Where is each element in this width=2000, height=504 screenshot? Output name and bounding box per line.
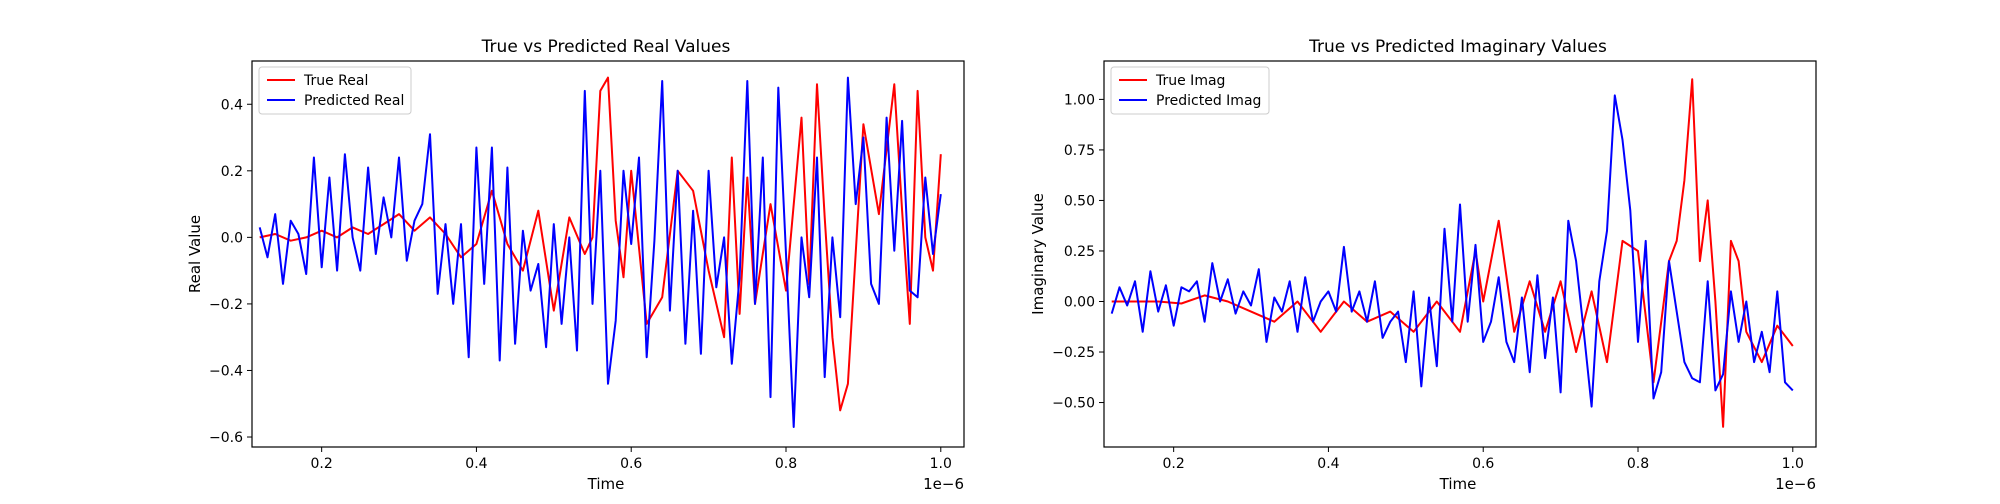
legend-box — [1110, 66, 1270, 115]
x-axis-label: Time — [1439, 475, 1477, 493]
x-axis-label: Time — [587, 475, 625, 493]
x-tick-label: 1.0 — [930, 456, 952, 472]
y-tick-label: 0.2 — [221, 164, 243, 180]
y-axis-label: Imaginary Value — [1029, 193, 1047, 315]
x-offset-label: 1e−6 — [1775, 475, 1816, 493]
y-tick-label: −0.25 — [1052, 345, 1095, 361]
x-tick-label: 0.8 — [1627, 456, 1649, 472]
y-tick-label: −0.2 — [209, 297, 243, 313]
y-tick-label: 0.50 — [1064, 193, 1095, 209]
imaginary-values-chart: True vs Predicted Imaginary Values Time … — [1029, 37, 1817, 493]
x-offset-label: 1e−6 — [923, 475, 964, 493]
x-tick-label: 0.2 — [311, 456, 333, 472]
legend-label-predicted-imag: Predicted Imag — [1156, 93, 1261, 109]
y-tick-label: 0.0 — [221, 230, 243, 246]
series-lines — [258, 76, 942, 428]
x-tick-label: 0.4 — [465, 456, 487, 472]
chart-title: True vs Predicted Imaginary Values — [1308, 37, 1607, 57]
legend-box — [258, 66, 412, 115]
legend: True Imag Predicted Imag — [1110, 66, 1270, 115]
axis-ticks: 0.2 0.4 0.6 0.8 1.0 −0.50 −0.25 0.00 0.25 0.50 0.7… — [1052, 92, 1804, 472]
y-axis-label: Real Value — [186, 215, 204, 293]
plot-frame — [1103, 60, 1817, 448]
x-tick-label: 0.6 — [1472, 456, 1494, 472]
legend-label-predicted-real: Predicted Real — [304, 93, 404, 109]
series-line-predicted-real — [258, 76, 942, 428]
axis-ticks: 0.2 0.4 0.6 0.8 1.0 −0.6 −0.4 −0.2 0.0 0.2 0.4 — [209, 97, 952, 472]
x-tick-label: 0.6 — [620, 456, 642, 472]
y-tick-label: −0.50 — [1052, 396, 1095, 412]
legend: True Real Predicted Real — [258, 66, 412, 115]
y-tick-label: 0.00 — [1064, 294, 1095, 310]
y-tick-label: 0.4 — [221, 97, 243, 113]
y-tick-label: 0.25 — [1064, 244, 1095, 260]
legend-label-true-imag: True Imag — [1155, 73, 1225, 89]
series-line-predicted-imag — [1110, 94, 1794, 408]
series-line-true-real — [259, 76, 942, 412]
series-lines — [1110, 78, 1794, 428]
x-tick-label: 1.0 — [1782, 456, 1804, 472]
y-tick-label: −0.6 — [209, 430, 243, 446]
legend-label-true-real: True Real — [303, 73, 368, 89]
plot-frame — [251, 60, 965, 448]
x-tick-label: 0.4 — [1317, 456, 1339, 472]
series-line-true-imag — [1111, 78, 1794, 428]
y-tick-label: −0.4 — [209, 363, 243, 379]
y-tick-label: 1.00 — [1064, 92, 1095, 108]
x-tick-label: 0.2 — [1163, 456, 1185, 472]
y-tick-label: 0.75 — [1064, 143, 1095, 159]
chart-title: True vs Predicted Real Values — [481, 37, 731, 57]
x-tick-label: 0.8 — [775, 456, 797, 472]
real-values-chart: True vs Predicted Real Values Time Real … — [186, 37, 965, 493]
